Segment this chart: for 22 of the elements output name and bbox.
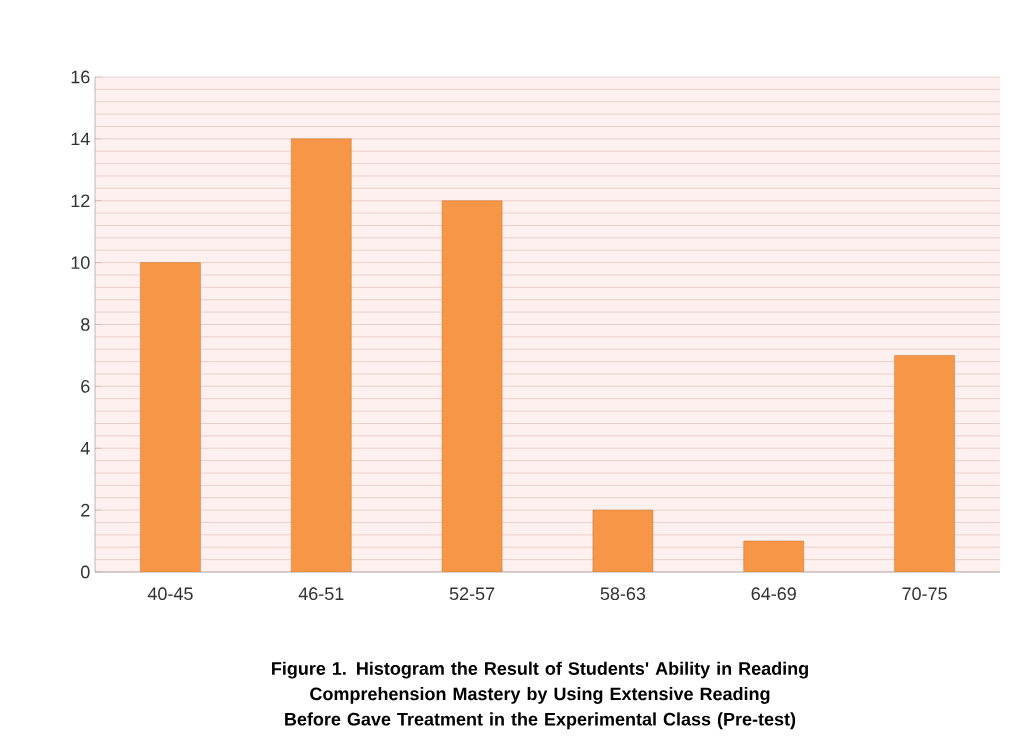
x-tick-label: 40-45: [147, 587, 193, 601]
x-tick-label: 70-75: [902, 587, 947, 601]
text: Figure 1. Histogram the Result of Students' Ability in Reading Comprehension Mastery by Using Extensive Reading Before Gave Treatment in the Experimental Class (Pre-test): [272, 661, 808, 730]
y-tick-label: 4: [80, 442, 90, 455]
bar: [894, 355, 955, 572]
y-tick-label: 0: [81, 565, 90, 579]
x-tick-label: 64-69: [751, 587, 796, 601]
bar: [743, 540, 805, 572]
bar: [441, 200, 503, 572]
y-tick-label: 14: [71, 132, 90, 146]
x-tick-label: 58-63: [600, 587, 646, 601]
y-tick-label: 2: [81, 503, 90, 517]
y-tick-label: 16: [71, 70, 90, 84]
bar: [290, 138, 352, 572]
bar: [140, 262, 201, 572]
y-tick-label: 10: [71, 256, 90, 269]
x-tick-label: 52-57: [449, 587, 495, 601]
x-tick-label: 46-51: [298, 587, 344, 601]
bar: [592, 509, 654, 572]
y-tick-label: 12: [71, 194, 90, 208]
y-tick-label: 8: [81, 318, 90, 331]
y-tick-label: 6: [81, 379, 90, 393]
